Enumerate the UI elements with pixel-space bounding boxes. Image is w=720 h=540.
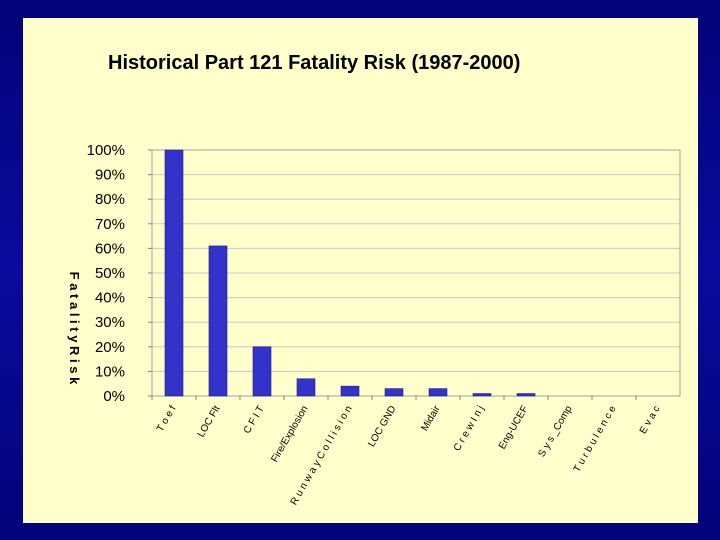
bar — [472, 393, 492, 397]
x-tick-label: S y s _Comp — [536, 404, 574, 459]
bar — [208, 245, 228, 397]
bar — [252, 346, 272, 397]
y-tick-label: 70% — [95, 216, 125, 233]
x-tick-label: C r e w I n j — [452, 404, 487, 453]
x-tick-label: LOC Flt — [196, 404, 223, 440]
x-tick-label: T u r b u l e n c e — [572, 404, 619, 475]
bar — [296, 378, 316, 397]
y-tick-label: 40% — [95, 290, 125, 307]
x-tick-label: LOC GND — [366, 404, 398, 449]
bar — [384, 388, 404, 397]
bar — [516, 393, 536, 397]
chart-title: Historical Part 121 Fatality Risk (1987-… — [108, 52, 521, 74]
y-tick-label: 90% — [95, 167, 125, 184]
y-tick-label: 100% — [87, 142, 125, 159]
x-tick-label: E v a c — [638, 404, 663, 436]
y-tick-label: 10% — [95, 363, 125, 380]
y-tick-label: 30% — [95, 314, 125, 331]
bar — [428, 388, 448, 397]
y-tick-label: 60% — [95, 240, 125, 257]
y-axis-label: F a t a l i t y R i s k — [67, 272, 82, 385]
y-tick-label: 80% — [95, 191, 125, 208]
x-tick-label: Midair — [419, 403, 442, 433]
x-tick-label: Fire/Explosion — [269, 404, 310, 464]
y-tick-label: 50% — [95, 265, 125, 282]
y-tick-label: 0% — [103, 388, 125, 405]
y-tick-label: 20% — [95, 339, 125, 356]
bar — [164, 149, 184, 397]
x-tick-label: C F I T — [242, 404, 267, 436]
x-tick-label: T o e f — [155, 404, 179, 434]
x-tick-label: Eng-UCEF — [497, 404, 531, 451]
bar — [340, 385, 360, 397]
